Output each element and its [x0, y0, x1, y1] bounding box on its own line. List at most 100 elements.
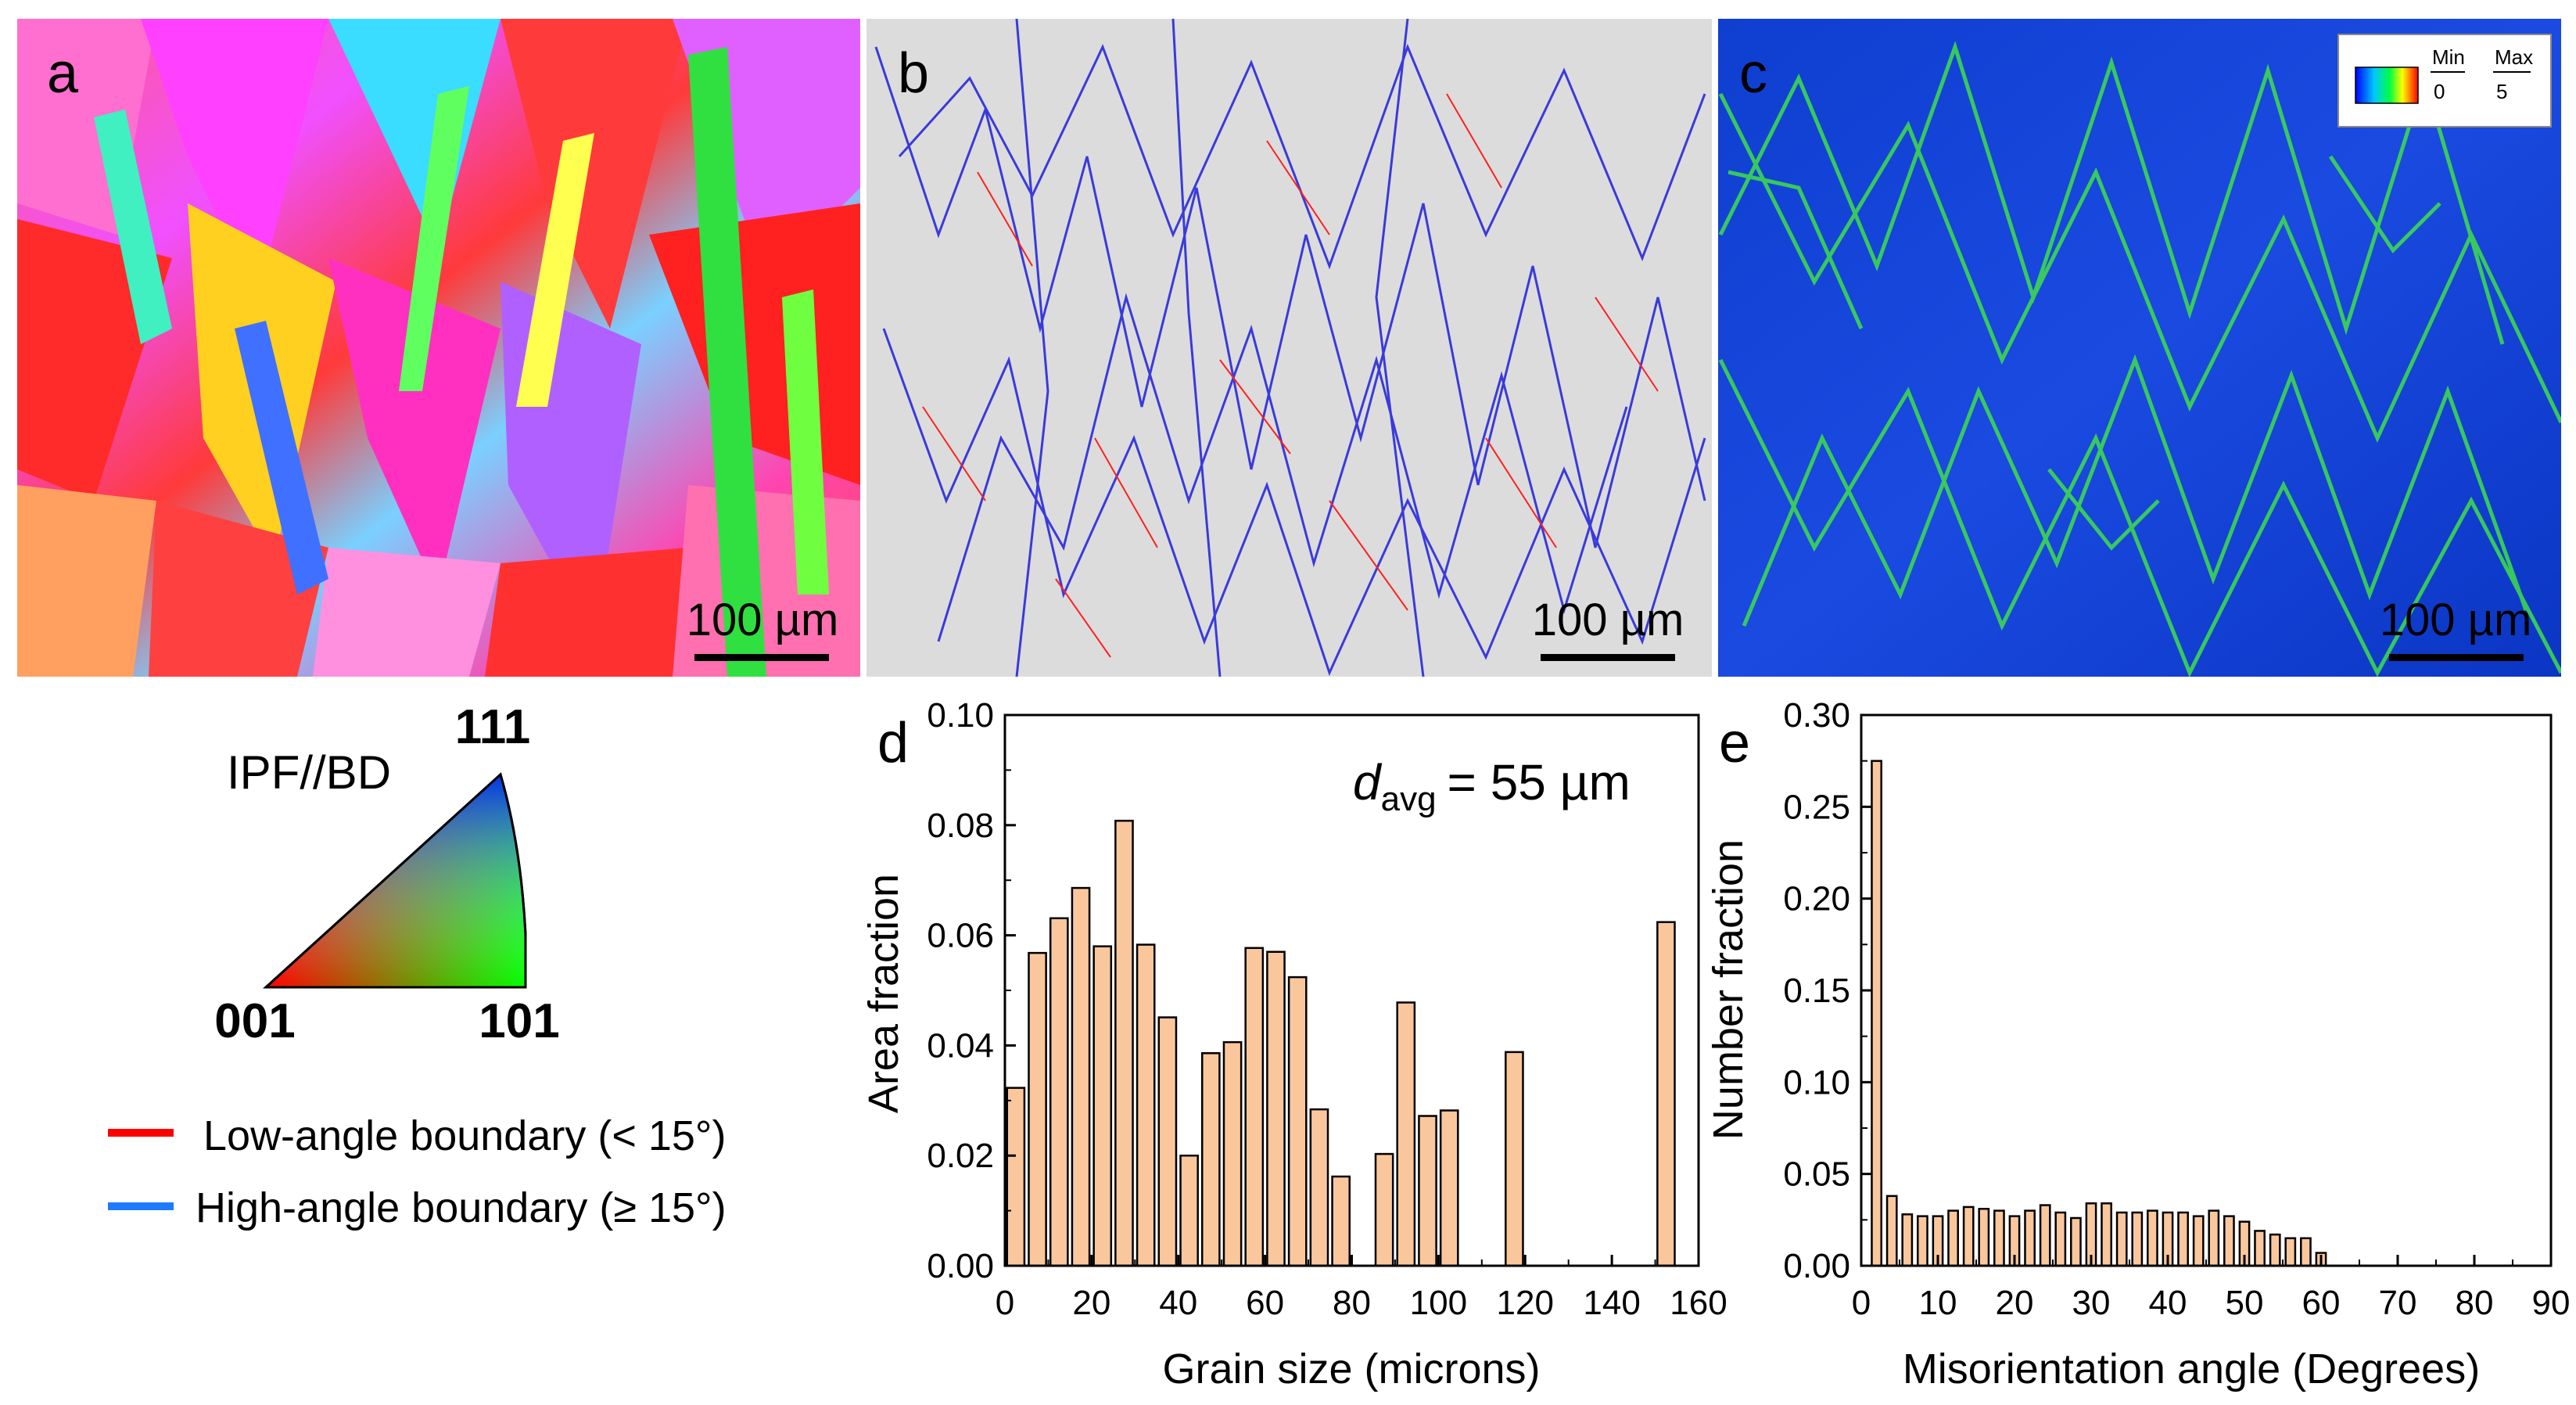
- colorbar-max-value: 5: [2496, 80, 2507, 103]
- bar-d-23: [1505, 1051, 1524, 1267]
- panel-b-boundaries: [874, 19, 1706, 677]
- xtick-label-e-5: 50: [2226, 1284, 2264, 1322]
- xtick-label-e-3: 30: [2072, 1284, 2111, 1322]
- panel-a-scale-text: 100 µm: [687, 595, 839, 645]
- bar-e-12: [2054, 1211, 2067, 1267]
- chart-d-annotation: davg = 55 µm: [1353, 754, 1631, 818]
- legend-low-angle-label: Low-angle boundary (< 15°): [203, 1112, 727, 1159]
- bar-e-22: [2208, 1209, 2220, 1267]
- ipf-legend: IPF//BD 111 001 101: [214, 700, 559, 1048]
- xtick-label-d-0: 0: [996, 1284, 1014, 1322]
- bar-e-17: [2131, 1211, 2144, 1267]
- chart-d-ylabel: Area fraction: [860, 874, 907, 1113]
- chart-misorientation: e Misorientation angle (Degrees) Number …: [1705, 696, 2570, 1392]
- chart-d-xlabel: Grain size (microns): [1162, 1346, 1540, 1392]
- bar-d-15: [1331, 1175, 1351, 1267]
- colorbar-gradient: [2355, 66, 2419, 104]
- bar-e-1: [1885, 1195, 1898, 1267]
- chart-grain-size: d davg = 55 µm Grain size (microns) Area …: [860, 696, 1727, 1392]
- bar-d-18: [1396, 1001, 1416, 1267]
- bar-d-11: [1244, 947, 1265, 1267]
- bar-e-3: [1917, 1215, 1928, 1267]
- xtick-label-d-2: 40: [1159, 1284, 1197, 1322]
- chart-e-xlabel: Misorientation angle (Degrees): [1903, 1346, 2480, 1392]
- bar-d-19: [1418, 1115, 1437, 1267]
- ytick-label-e-1: 0.05: [1783, 1155, 1850, 1194]
- ipf-corner-101: 101: [479, 994, 559, 1048]
- xtick-label-e-8: 80: [2456, 1284, 2494, 1322]
- panel-e-label: e: [1719, 712, 1750, 774]
- bar-d-0: [1006, 1087, 1026, 1267]
- xtick-label-d-7: 140: [1583, 1284, 1640, 1322]
- bar-d-6: [1136, 943, 1156, 1267]
- xtick-label-d-1: 20: [1072, 1284, 1110, 1322]
- bar-e-26: [2269, 1233, 2281, 1267]
- bar-e-8: [1993, 1209, 2005, 1267]
- panel-c: c Min 0 Max 5 100 µm: [1718, 19, 2561, 677]
- bar-d-3: [1071, 886, 1091, 1267]
- bar-e-2: [1901, 1213, 1914, 1267]
- ytick-label-e-0: 0.00: [1783, 1247, 1850, 1285]
- xtick-label-e-1: 10: [1919, 1284, 1957, 1322]
- bar-e-20: [2177, 1211, 2189, 1267]
- ytick-label-e-3: 0.15: [1783, 972, 1850, 1010]
- panel-a-label: a: [47, 42, 79, 105]
- panel-c-scale-text: 100 µm: [2380, 595, 2532, 645]
- legend-high-angle-label: High-angle boundary (≥ 15°): [196, 1184, 727, 1231]
- bar-e-0: [1871, 760, 1882, 1267]
- colorbar-min-label: Min: [2432, 45, 2465, 69]
- panel-b-scale-bar: [1541, 654, 1675, 661]
- ytick-label-e-5: 0.25: [1783, 788, 1850, 826]
- xtick-label-d-8: 160: [1670, 1284, 1727, 1322]
- bar-e-11: [2039, 1204, 2051, 1267]
- annotation-subscript: avg: [1381, 780, 1437, 818]
- xtick-label-d-6: 120: [1497, 1284, 1554, 1322]
- bar-e-21: [2192, 1215, 2205, 1267]
- panel-a: a 100 µm: [17, 19, 860, 677]
- xtick-label-e-4: 40: [2149, 1284, 2187, 1322]
- xtick-label-e-2: 20: [1996, 1284, 2034, 1322]
- colorbar-max-label: Max: [2495, 45, 2533, 69]
- bar-d-1: [1028, 951, 1047, 1267]
- xtick-label-d-4: 80: [1333, 1284, 1371, 1322]
- ytick-label-d-2: 0.04: [927, 1026, 994, 1065]
- ipf-title: IPF//BD: [227, 746, 391, 799]
- bar-e-23: [2223, 1215, 2235, 1267]
- panel-b-scale-text: 100 µm: [1532, 595, 1684, 645]
- xtick-label-e-7: 70: [2379, 1284, 2417, 1322]
- ipf-triangle-overlay: [266, 774, 526, 987]
- xtick-label-d-3: 60: [1246, 1284, 1284, 1322]
- axes-frame-e: [1860, 713, 2553, 1267]
- panel-c-scale-bar: [2389, 654, 2524, 661]
- bar-d-17: [1374, 1152, 1394, 1267]
- panel-b-label: b: [898, 42, 929, 105]
- ytick-label-d-3: 0.06: [927, 917, 994, 955]
- bar-e-28: [2300, 1237, 2312, 1267]
- bar-d-9: [1200, 1052, 1221, 1267]
- ytick-label-d-4: 0.08: [927, 807, 994, 845]
- panel-c-label: c: [1739, 42, 1767, 105]
- bar-e-15: [2101, 1202, 2112, 1267]
- bar-e-27: [2284, 1237, 2297, 1267]
- bar-d-8: [1179, 1154, 1199, 1267]
- ipf-triangle-outline: [263, 772, 527, 989]
- bar-e-6: [1962, 1206, 1975, 1267]
- ytick-label-d-1: 0.02: [927, 1137, 994, 1175]
- bar-d-4: [1092, 945, 1113, 1267]
- bar-d-13: [1287, 976, 1308, 1267]
- panel-a-grains: [17, 19, 860, 677]
- bar-d-5: [1114, 819, 1134, 1267]
- ytick-label-d-0: 0.00: [927, 1247, 994, 1285]
- bar-d-30: [1656, 921, 1676, 1267]
- kam-colorbar: Min 0 Max 5: [2337, 34, 2552, 128]
- panel-b-map: [866, 19, 1712, 677]
- bar-e-25: [2254, 1230, 2266, 1267]
- ytick-label-e-6: 0.30: [1783, 696, 1850, 735]
- ytick-label-e-2: 0.10: [1783, 1063, 1850, 1101]
- bar-e-7: [1978, 1208, 1990, 1267]
- panel-d-label: d: [877, 712, 909, 774]
- bar-d-12: [1266, 950, 1286, 1267]
- boundary-legend: Low-angle boundary (< 15°) High-angle bo…: [108, 1112, 727, 1231]
- annotation-text: = 55 µm: [1448, 754, 1631, 810]
